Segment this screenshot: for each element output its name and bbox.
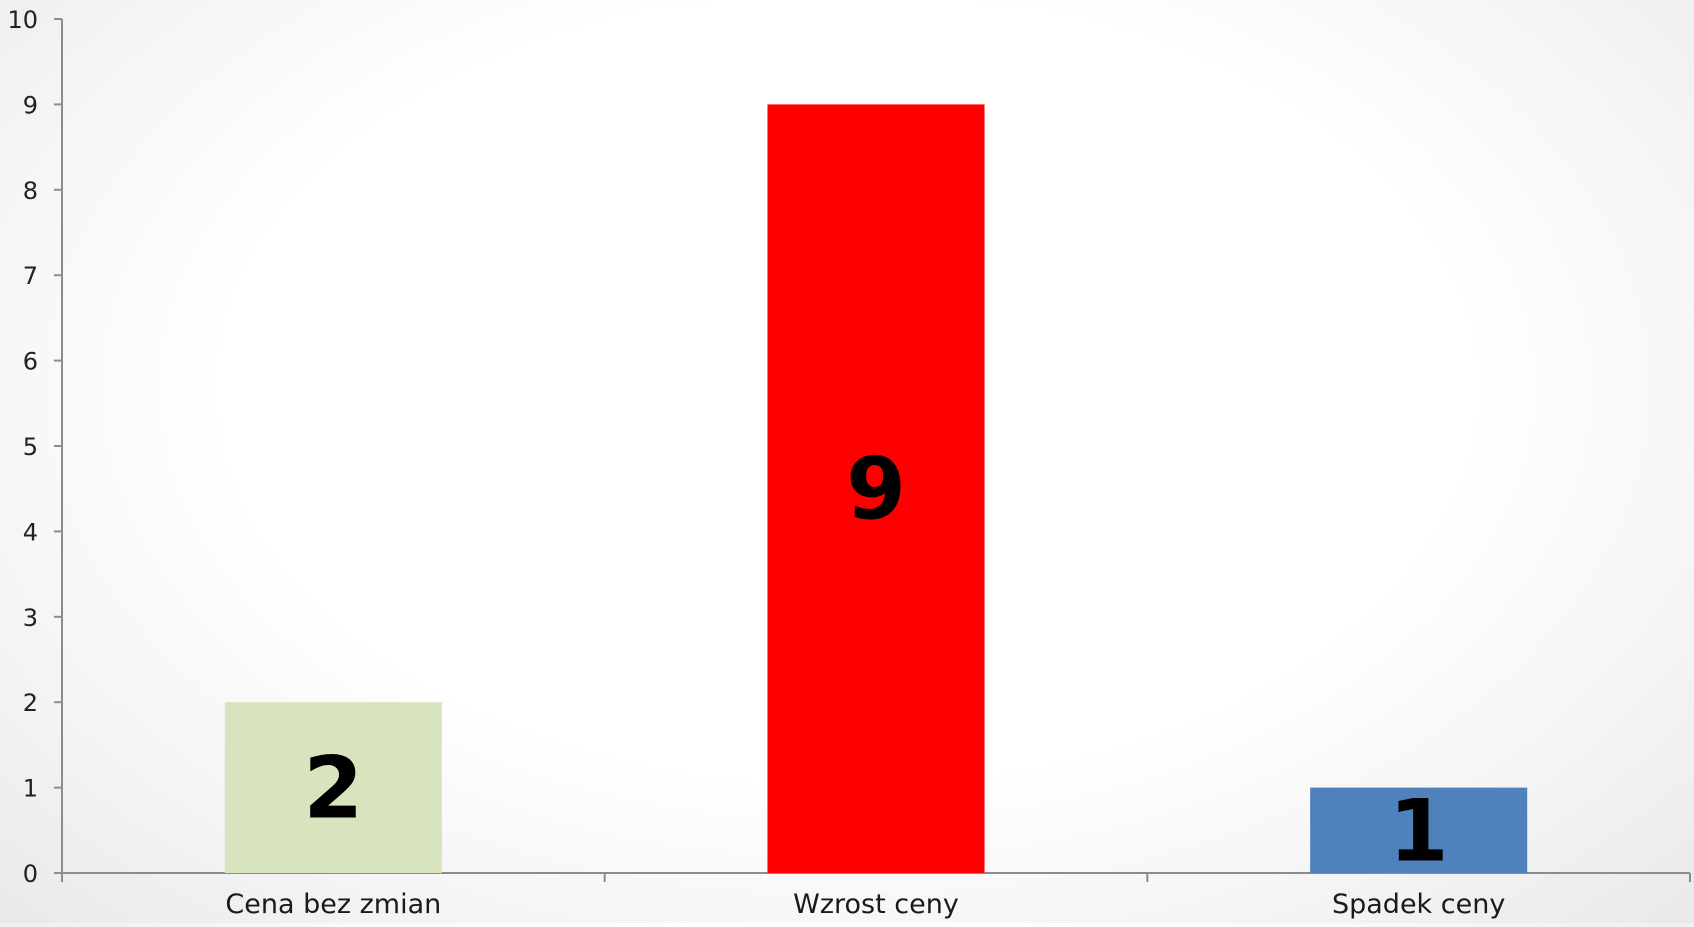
y-tick-label: 9 — [23, 91, 38, 119]
bars-group — [224, 104, 1528, 873]
x-category-label: Wzrost ceny — [793, 889, 959, 920]
data-label-2: 1 — [1389, 781, 1449, 881]
y-axis: 0 1 2 3 4 5 6 7 8 9 10 — [7, 6, 63, 888]
data-label-1: 9 — [846, 440, 906, 540]
y-tick-label: 8 — [23, 177, 38, 205]
y-tick-label: 7 — [23, 262, 38, 290]
x-category-label: Cena bez zmian — [225, 889, 441, 920]
y-tick-label: 10 — [7, 6, 38, 34]
y-tick-label: 2 — [23, 689, 38, 717]
bar-1 — [767, 104, 985, 873]
y-tick-label: 4 — [23, 518, 38, 546]
x-category-label: Spadek ceny — [1332, 889, 1505, 920]
y-tick-label: 1 — [23, 775, 38, 803]
y-tick-label: 5 — [23, 433, 38, 461]
data-label-0: 2 — [303, 739, 363, 839]
y-tick-label: 0 — [23, 860, 38, 888]
y-tick-label: 3 — [23, 604, 38, 632]
y-tick-label: 6 — [23, 348, 38, 376]
bar-0 — [224, 702, 442, 873]
bar-2 — [1310, 787, 1528, 873]
data-labels-group: 2 9 1 — [303, 440, 1448, 882]
